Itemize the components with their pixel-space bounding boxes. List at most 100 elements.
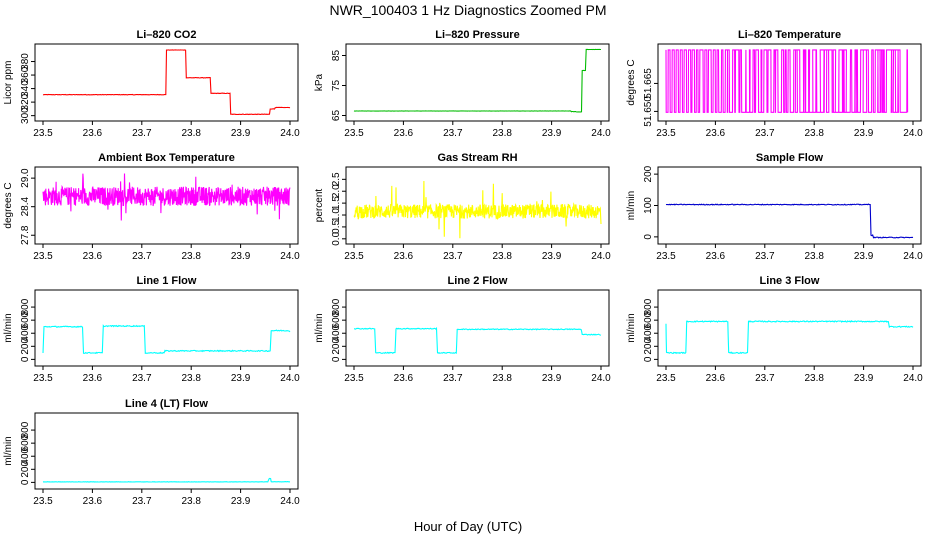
panel-licor_temp: Li–820 Temperature 23.5 23.6 23.7 23.8 23.9 24… [626,29,923,139]
panel-line1: Line 1 Flow 23.5 23.6 23.7 23.8 23.9 24.0 02004… [3,275,300,384]
y-tick-label: 600 [20,434,31,451]
x-tick-label: 23.8 [492,251,512,262]
panel-title: Line 3 Flow [760,275,820,287]
panel-title: Li–820 Pressure [435,29,519,41]
panel-line3: Line 3 Flow 23.5 23.6 23.7 23.8 23.9 24.0 02004… [626,275,923,384]
plot-frame [345,289,610,367]
x-tick-label: 23.5 [33,496,53,507]
series-line [665,203,914,239]
x-tick-label: 23.9 [542,128,562,139]
y-tick-label: 0 [20,356,31,362]
plot-frame [657,166,922,245]
x-tick-label: 23.9 [854,251,874,262]
y-tick-label: 1.0 [331,208,342,222]
x-tick-label: 24.0 [903,373,923,384]
y-tick-label: 51.665 [643,68,654,99]
plot-frame [657,43,922,122]
x-tick-label: 24.0 [903,128,923,139]
x-tick-label: 23.7 [132,251,152,262]
panel-title: Line 2 Flow [448,275,508,287]
x-tick-label: 24.0 [591,373,611,384]
x-tick-label: 23.7 [443,373,463,384]
x-tick-label: 23.6 [83,251,103,262]
x-tick-label: 23.6 [394,373,414,384]
x-tick-label: 23.7 [755,251,775,262]
y-tick-label: 1.5 [331,196,342,210]
x-tick-label: 23.9 [854,128,874,139]
y-tick-label: 600 [331,311,342,328]
y-tick-label: 0 [20,479,31,485]
y-tick-label: 800 [331,298,342,315]
y-tick-label: 320 [20,93,31,110]
x-tick-label: 23.6 [706,251,726,262]
x-tick-label: 23.7 [132,496,152,507]
x-tick-label: 23.5 [656,373,676,384]
y-axis-label: kPa [314,73,325,91]
y-tick-label: 85 [331,50,342,62]
x-tick-label: 23.8 [492,128,512,139]
figure-title: NWR_100403 1 Hz Diagnostics Zoomed PM [329,2,606,18]
x-tick-label: 23.8 [804,128,824,139]
panel-pressure: Li–820 Pressure 23.5 23.6 23.7 23.8 23.9 24.0 6… [314,29,611,139]
panel-title: Li–820 Temperature [738,29,841,41]
x-tick-label: 23.8 [181,128,201,139]
x-tick-label: 23.5 [344,373,364,384]
series-line [353,180,602,239]
plot-frame [34,289,299,367]
y-tick-label: 28.4 [20,197,31,217]
x-tick-label: 23.9 [542,251,562,262]
x-tick-label: 24.0 [280,496,300,507]
x-tick-label: 23.9 [231,128,251,139]
x-tick-label: 23.8 [181,251,201,262]
y-tick-label: 27.8 [20,225,31,245]
x-tick-label: 23.9 [231,251,251,262]
x-tick-label: 23.9 [231,496,251,507]
x-tick-label: 23.7 [755,373,775,384]
panel-title: Ambient Box Temperature [98,152,235,164]
y-tick-label: 200 [643,165,654,182]
y-axis-label: ml/min [626,191,637,220]
x-tick-label: 24.0 [280,128,300,139]
x-tick-label: 23.9 [854,373,874,384]
y-tick-label: 0 [643,234,654,240]
y-axis-label: ml/min [3,313,14,342]
y-tick-label: 360 [20,66,31,83]
y-tick-label: 75 [331,80,342,92]
x-tick-label: 23.9 [231,373,251,384]
panels: Li–820 CO2 23.5 23.6 23.7 23.8 23.9 24.0 300320… [3,29,923,507]
x-tick-label: 23.8 [804,251,824,262]
y-tick-label: 2.0 [331,184,342,198]
y-axis-label: ml/min [314,313,325,342]
x-tick-label: 23.6 [394,251,414,262]
panel-rh: Gas Stream RH 23.5 23.6 23.7 23.8 23.9 24.0 0.0… [314,152,611,262]
x-tick-label: 24.0 [280,251,300,262]
y-tick-label: 200 [331,338,342,355]
panel-title: Line 4 (LT) Flow [125,398,208,410]
plot-frame [34,412,299,490]
panel-title: Gas Stream RH [437,152,517,164]
y-tick-label: 51.650 [643,96,654,127]
x-tick-label: 23.9 [542,373,562,384]
x-tick-label: 23.6 [706,373,726,384]
plot-frame [657,289,922,367]
x-tick-label: 23.8 [492,373,512,384]
x-tick-label: 24.0 [903,251,923,262]
y-tick-label: 29.0 [20,168,31,188]
x-tick-label: 23.5 [33,373,53,384]
y-tick-label: 800 [20,421,31,438]
series-line [665,320,914,355]
y-axis-label: degrees C [626,59,637,105]
y-axis-label: percent [314,189,325,223]
y-tick-label: 2.5 [331,172,342,186]
x-tick-label: 23.6 [706,128,726,139]
x-tick-label: 23.6 [83,496,103,507]
x-tick-label: 24.0 [591,128,611,139]
panel-line2: Line 2 Flow 23.5 23.6 23.7 23.8 23.9 24.0 02004… [314,275,611,384]
panel-title: Li–820 CO2 [137,29,197,41]
y-axis-label: degrees C [3,182,14,228]
y-tick-label: 0 [331,356,342,362]
x-tick-label: 23.6 [83,128,103,139]
series-line [42,49,291,116]
x-tick-label: 23.7 [132,128,152,139]
y-tick-label: 400 [331,324,342,341]
